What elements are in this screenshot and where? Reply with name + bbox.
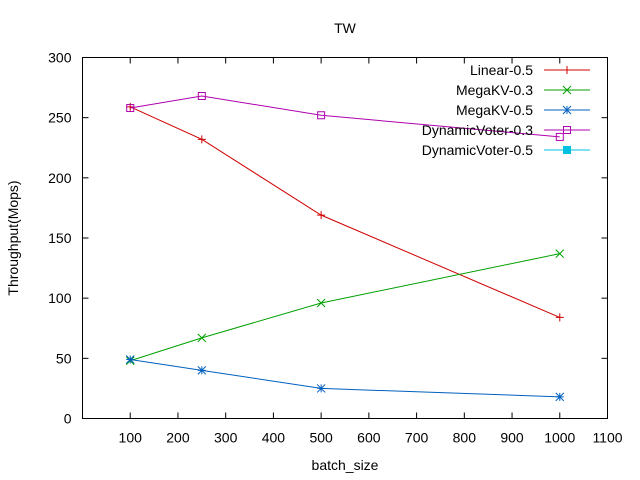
data-point — [316, 384, 326, 393]
data-point — [126, 104, 135, 113]
x-tick-label: 300 — [214, 430, 238, 446]
axis-ticks: 0 50 100 150 200 250 300 100 200 300 400 500 600 700 8… — [48, 50, 623, 446]
series-lines — [125, 92, 565, 402]
y-axis-label: Throughput(Mops) — [5, 180, 21, 295]
data-point — [197, 135, 206, 144]
data-point — [555, 313, 564, 322]
x-tick-label: 700 — [405, 430, 429, 446]
x-tick-label: 600 — [357, 430, 381, 446]
legend-item: MegaKV-0.3 — [456, 82, 590, 98]
x-axis-label: batch_size — [312, 457, 379, 473]
y-tick-label: 300 — [48, 50, 72, 66]
legend-label: MegaKV-0.3 — [456, 82, 533, 98]
y-tick-label: 250 — [48, 110, 72, 126]
legend-label: DynamicVoter-0.3 — [422, 122, 533, 138]
data-point — [555, 392, 565, 402]
legend-item: MegaKV-0.5 — [456, 102, 590, 118]
legend-marker — [563, 126, 571, 134]
data-point — [197, 333, 207, 343]
data-point — [317, 111, 326, 120]
series-line — [130, 253, 560, 362]
data-point — [126, 102, 135, 111]
series-MegaKV-0.3 — [125, 249, 565, 366]
data-point — [316, 298, 326, 308]
legend-label: Linear-0.5 — [470, 62, 533, 78]
data-point — [197, 92, 206, 101]
series-line — [130, 359, 560, 398]
series-line — [130, 95, 560, 138]
legend-item: DynamicVoter-0.3 — [422, 122, 590, 138]
series-MegaKV-0.5 — [125, 355, 565, 402]
legend-label: MegaKV-0.5 — [456, 102, 533, 118]
series-line — [130, 106, 560, 318]
x-tick-label: 400 — [262, 430, 286, 446]
data-point — [197, 366, 207, 375]
x-tick-label: 1100 — [592, 430, 622, 446]
y-tick-label: 0 — [64, 411, 72, 427]
data-point — [125, 355, 135, 364]
data-point — [317, 211, 326, 220]
y-tick-label: 50 — [56, 350, 72, 366]
x-tick-label: 200 — [166, 430, 190, 446]
y-tick-label: 100 — [48, 290, 72, 306]
x-tick-label: 900 — [500, 430, 524, 446]
y-tick-label: 150 — [48, 230, 72, 246]
x-tick-label: 1000 — [544, 430, 575, 446]
legend-label: DynamicVoter-0.5 — [422, 142, 533, 158]
data-point — [555, 132, 564, 141]
legend-marker — [562, 85, 572, 95]
legend-marker — [563, 66, 571, 74]
legend-marker — [563, 146, 571, 154]
x-tick-label: 100 — [119, 430, 143, 446]
chart-title: TW — [334, 20, 357, 36]
x-tick-label: 800 — [453, 430, 477, 446]
x-tick-label: 500 — [309, 430, 333, 446]
legend: Linear-0.5 MegaKV-0.3 MegaKV-0.5 DynamicVot… — [422, 62, 590, 158]
legend-marker — [562, 105, 572, 115]
series-DynamicVoter-0.3 — [126, 92, 564, 141]
legend-item: Linear-0.5 — [470, 62, 590, 78]
data-point — [555, 249, 565, 258]
y-tick-label: 200 — [48, 170, 72, 186]
legend-item: DynamicVoter-0.5 — [422, 142, 590, 158]
